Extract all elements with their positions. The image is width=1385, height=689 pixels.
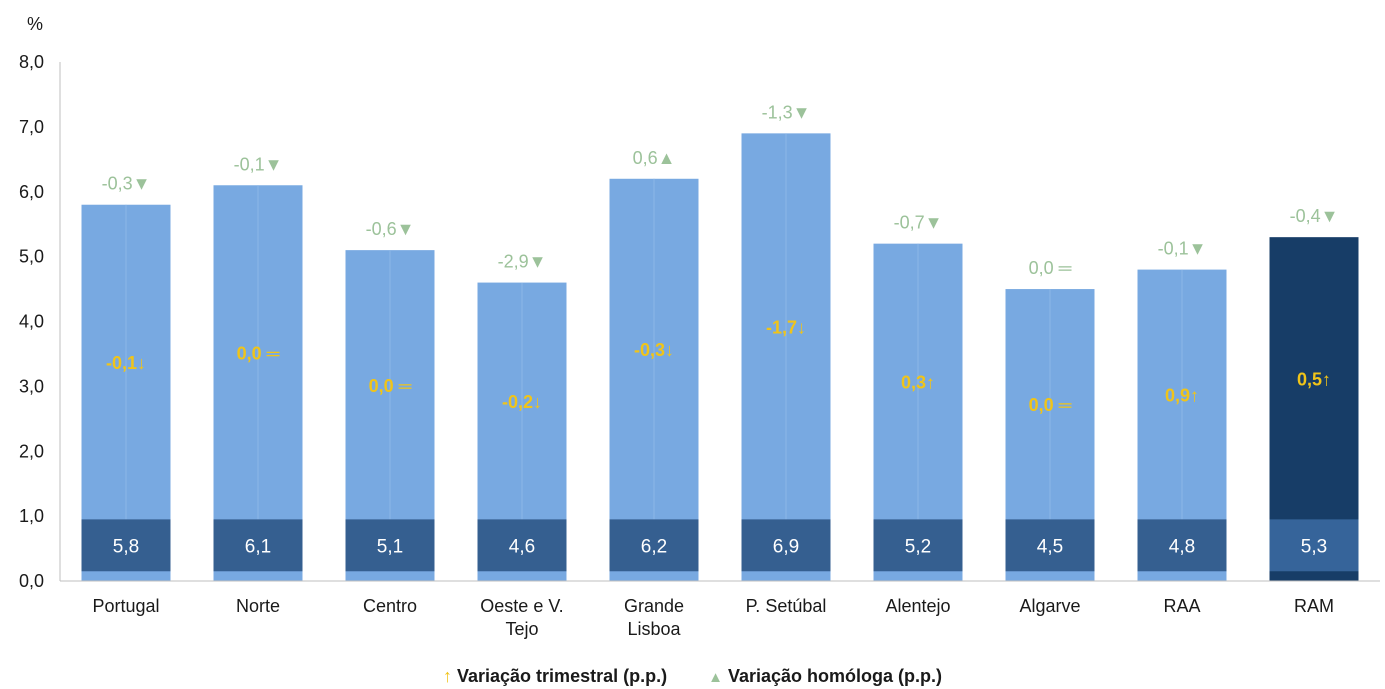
legend-item-yearly: ▲ Variação homóloga (p.p.) bbox=[708, 666, 942, 687]
yearly-change-label: -0,3▼ bbox=[102, 174, 151, 194]
bar-base-strip bbox=[1269, 569, 1359, 581]
chart-canvas: % 0,0 1,0 2,0 3,0 4,0 5,0 6,0 7,0 8,0 5,8 -0,1↓ -0,3… bbox=[19, 14, 1380, 639]
x-tick-label: Grande bbox=[624, 596, 684, 616]
yearly-change-label: -0,1▼ bbox=[234, 154, 283, 174]
x-tick-label: Lisboa bbox=[627, 619, 681, 639]
x-tick-label: Algarve bbox=[1019, 596, 1080, 616]
x-tick-label: Alentejo bbox=[885, 596, 950, 616]
bar-base-strip bbox=[477, 569, 567, 581]
value-label: 5,3 bbox=[1301, 536, 1327, 557]
quarterly-change-label: -0,2↓ bbox=[502, 392, 542, 412]
value-box bbox=[81, 519, 171, 572]
bar-base-strip bbox=[741, 569, 831, 581]
y-tick-label: 5,0 bbox=[19, 247, 44, 267]
value-box bbox=[1137, 519, 1227, 572]
quarterly-change-label: 0,0 ═ bbox=[237, 343, 280, 363]
value-box bbox=[477, 519, 567, 572]
yearly-change-label: -0,1▼ bbox=[1158, 239, 1207, 259]
value-label: 5,1 bbox=[377, 536, 403, 557]
value-label: 5,2 bbox=[905, 536, 931, 557]
yearly-change-label: -2,9▼ bbox=[498, 252, 547, 272]
value-box bbox=[1269, 519, 1359, 572]
quarterly-change-label: -1,7↓ bbox=[766, 317, 806, 337]
bar-base-strip bbox=[345, 569, 435, 581]
bar-base-strip bbox=[1005, 569, 1095, 581]
yearly-change-label: -0,6▼ bbox=[366, 219, 415, 239]
value-box bbox=[1005, 519, 1095, 572]
bar-base-strip bbox=[213, 569, 303, 581]
quarterly-change-label: 0,3↑ bbox=[901, 373, 935, 393]
value-box bbox=[345, 519, 435, 572]
x-tick-label: Oeste e V. bbox=[480, 596, 563, 616]
yearly-change-label: -1,3▼ bbox=[762, 102, 811, 122]
y-tick-label: 6,0 bbox=[19, 182, 44, 202]
value-label: 4,8 bbox=[1169, 536, 1195, 557]
bar-base-strip bbox=[81, 569, 171, 581]
x-tick-label: Tejo bbox=[505, 619, 538, 639]
triangle-up-icon: ▲ bbox=[708, 669, 723, 686]
legend-item-quarterly: ↑ Variação trimestral (p.p.) bbox=[443, 666, 667, 687]
x-tick-label: Centro bbox=[363, 596, 417, 616]
bar-base-strip bbox=[609, 569, 699, 581]
value-label: 4,5 bbox=[1037, 536, 1063, 557]
legend-label-quarterly: Variação trimestral (p.p.) bbox=[457, 666, 668, 686]
yearly-change-label: -0,4▼ bbox=[1290, 206, 1339, 226]
yearly-change-label: 0,6▲ bbox=[633, 148, 676, 168]
value-label: 6,1 bbox=[245, 536, 271, 557]
y-tick-label: 2,0 bbox=[19, 441, 44, 461]
y-tick-label: 3,0 bbox=[19, 376, 44, 396]
value-box bbox=[873, 519, 963, 572]
value-box bbox=[741, 519, 831, 572]
x-tick-label: Norte bbox=[236, 596, 280, 616]
quarterly-change-label: 0,9↑ bbox=[1165, 385, 1199, 405]
value-box bbox=[609, 519, 699, 572]
quarterly-change-label: -0,3↓ bbox=[634, 340, 674, 360]
yearly-change-label: -0,7▼ bbox=[894, 213, 943, 233]
x-tick-label: P. Setúbal bbox=[746, 596, 827, 616]
legend-label-yearly: Variação homóloga (p.p.) bbox=[727, 666, 942, 686]
legend: ↑ Variação trimestral (p.p.) ▲ Variação … bbox=[0, 666, 1385, 687]
quarterly-change-label: 0,0 ═ bbox=[1029, 395, 1072, 415]
bar-base-strip bbox=[1137, 569, 1227, 581]
value-label: 4,6 bbox=[509, 536, 535, 557]
y-tick-label: 0,0 bbox=[19, 571, 44, 591]
y-tick-label: 8,0 bbox=[19, 52, 44, 72]
quarterly-change-label: 0,0 ═ bbox=[369, 376, 412, 396]
yearly-change-label: 0,0 ═ bbox=[1029, 258, 1072, 278]
value-box bbox=[213, 519, 303, 572]
x-tick-label: RAM bbox=[1294, 596, 1334, 616]
y-axis-unit-label: % bbox=[27, 14, 43, 34]
quarterly-change-label: 0,5↑ bbox=[1297, 369, 1331, 389]
arrow-up-icon: ↑ bbox=[442, 666, 452, 686]
value-label: 6,2 bbox=[641, 536, 667, 557]
y-tick-label: 4,0 bbox=[19, 312, 44, 332]
x-tick-label: Portugal bbox=[92, 596, 159, 616]
value-label: 6,9 bbox=[773, 536, 799, 557]
x-tick-label: RAA bbox=[1163, 596, 1200, 616]
quarterly-change-label: -0,1↓ bbox=[106, 353, 146, 373]
value-label: 5,8 bbox=[113, 536, 139, 557]
bar-base-strip bbox=[873, 569, 963, 581]
y-tick-label: 1,0 bbox=[19, 506, 44, 526]
y-tick-label: 7,0 bbox=[19, 117, 44, 137]
